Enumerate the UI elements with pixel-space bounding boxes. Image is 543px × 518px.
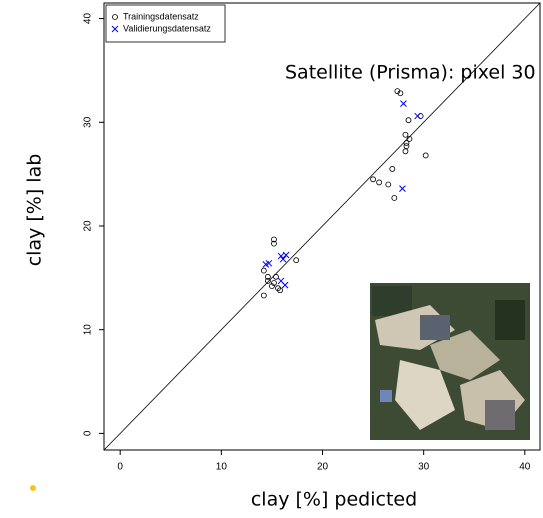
data-point xyxy=(271,240,277,247)
data-point xyxy=(414,112,421,120)
data-point xyxy=(273,273,279,280)
one-to-one-line xyxy=(103,2,541,451)
y-tick-label: 30 xyxy=(83,116,94,128)
inset-image xyxy=(370,283,530,440)
data-point xyxy=(271,280,277,286)
data-point xyxy=(260,267,267,274)
data-point xyxy=(402,148,409,155)
data-point xyxy=(400,100,407,107)
data-point xyxy=(264,278,271,284)
data-point xyxy=(389,166,396,172)
plot-frame xyxy=(103,2,541,451)
y-tick-label: 10 xyxy=(83,324,94,336)
data-point xyxy=(281,281,289,289)
data-point xyxy=(269,283,275,290)
data-point xyxy=(293,257,300,264)
y-tick-label: 40 xyxy=(83,13,94,25)
legend-label: Trainingsdatensatz xyxy=(123,11,199,21)
data-point xyxy=(399,185,406,192)
data-point xyxy=(403,140,410,146)
data-point xyxy=(271,236,277,243)
legend-box xyxy=(105,4,226,43)
data-point xyxy=(376,179,383,186)
data-point xyxy=(282,251,290,259)
decoration-dot xyxy=(30,485,36,491)
data-point xyxy=(260,292,267,299)
data-point xyxy=(264,273,271,280)
data-point xyxy=(262,261,270,268)
x-tick-label: 40 xyxy=(519,462,531,473)
x-tick-label: 0 xyxy=(117,462,123,473)
x-tick-label: 10 xyxy=(216,462,228,473)
data-point xyxy=(385,181,392,188)
data-point xyxy=(405,117,412,124)
data-point xyxy=(277,287,283,294)
data-point xyxy=(391,195,398,201)
data-point xyxy=(406,135,413,142)
y-axis-label: clay [%] lab xyxy=(24,154,46,267)
y-tick-label: 0 xyxy=(83,430,94,436)
legend-marker xyxy=(111,25,119,33)
y-tick-label: 20 xyxy=(83,220,94,232)
x-tick-label: 20 xyxy=(317,462,329,473)
data-point xyxy=(422,152,429,159)
data-point xyxy=(277,252,285,260)
legend-marker xyxy=(112,14,118,20)
data-point xyxy=(403,143,410,150)
x-tick-label: 30 xyxy=(418,462,430,473)
data-point xyxy=(397,90,404,97)
legend-label: Validierungsdatensatz xyxy=(123,23,211,33)
data-point xyxy=(402,131,409,138)
annotation: Satellite (Prisma): pixel 30 m xyxy=(285,62,543,84)
x-axis-label: clay [%] pedicted xyxy=(251,489,417,511)
data-point xyxy=(279,255,287,263)
data-point xyxy=(370,176,376,183)
